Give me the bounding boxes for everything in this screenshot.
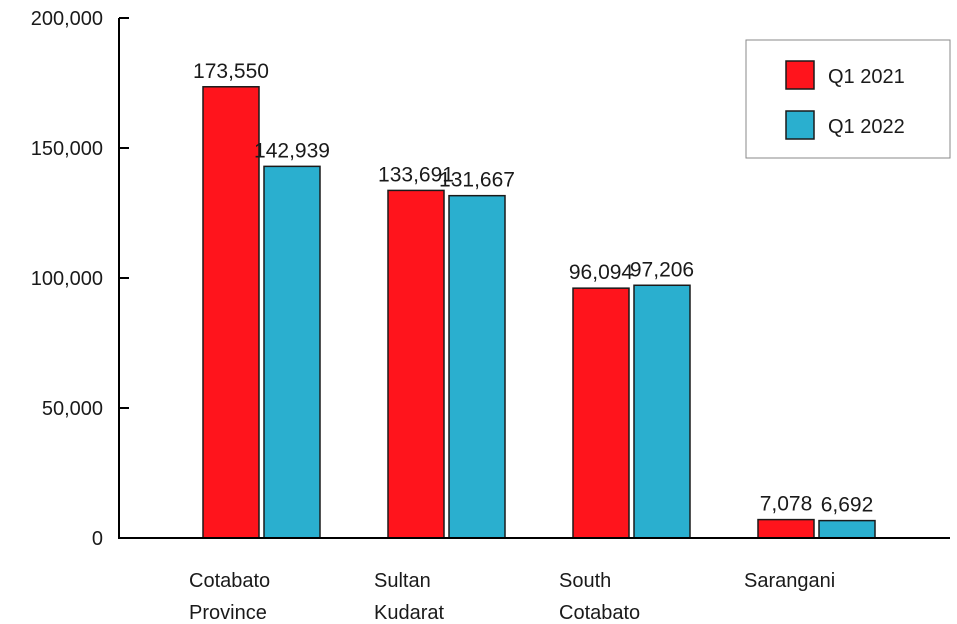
bar xyxy=(263,165,321,539)
data-label: 142,939 xyxy=(254,139,330,162)
y-axis: 0 50,000 100,000 150,000 200,000 xyxy=(31,8,129,550)
category-label: Sarangani xyxy=(744,570,835,592)
data-label: 96,094 xyxy=(569,261,634,284)
y-tick-label: 50,000 xyxy=(42,398,103,420)
bar xyxy=(818,519,876,539)
data-label: 6,692 xyxy=(821,494,874,517)
data-label: 133,691 xyxy=(378,163,454,186)
category-label: Kudarat xyxy=(374,602,444,624)
bar xyxy=(633,284,691,539)
y-tick-label: 0 xyxy=(92,528,103,550)
category-label: Sultan xyxy=(374,570,431,592)
legend-label: Q1 2022 xyxy=(828,116,905,138)
x-axis: Cotabato Province Sultan Kudarat South Cotaba… xyxy=(119,537,950,624)
legend-swatch xyxy=(785,110,815,140)
bar xyxy=(387,189,445,539)
legend-box xyxy=(745,39,951,159)
data-label: 131,667 xyxy=(439,169,515,192)
data-label: 97,206 xyxy=(630,258,694,281)
legend: Q1 2021 Q1 2022 xyxy=(745,39,951,159)
category-label: Cotabato xyxy=(189,570,270,592)
y-tick-label: 100,000 xyxy=(31,268,103,290)
y-tick-label: 200,000 xyxy=(31,8,103,30)
bars xyxy=(202,86,876,539)
category-label: Province xyxy=(189,602,267,624)
y-tick-label: 150,000 xyxy=(31,138,103,160)
bar xyxy=(202,86,260,539)
category-label: Cotabato xyxy=(559,602,640,624)
bar xyxy=(448,194,506,539)
legend-label: Q1 2021 xyxy=(828,66,905,88)
bar xyxy=(757,518,815,539)
data-label: 7,078 xyxy=(760,493,813,516)
bar xyxy=(572,287,630,539)
category-label: South xyxy=(559,570,611,592)
legend-swatch xyxy=(785,60,815,90)
data-label: 173,550 xyxy=(193,60,269,83)
